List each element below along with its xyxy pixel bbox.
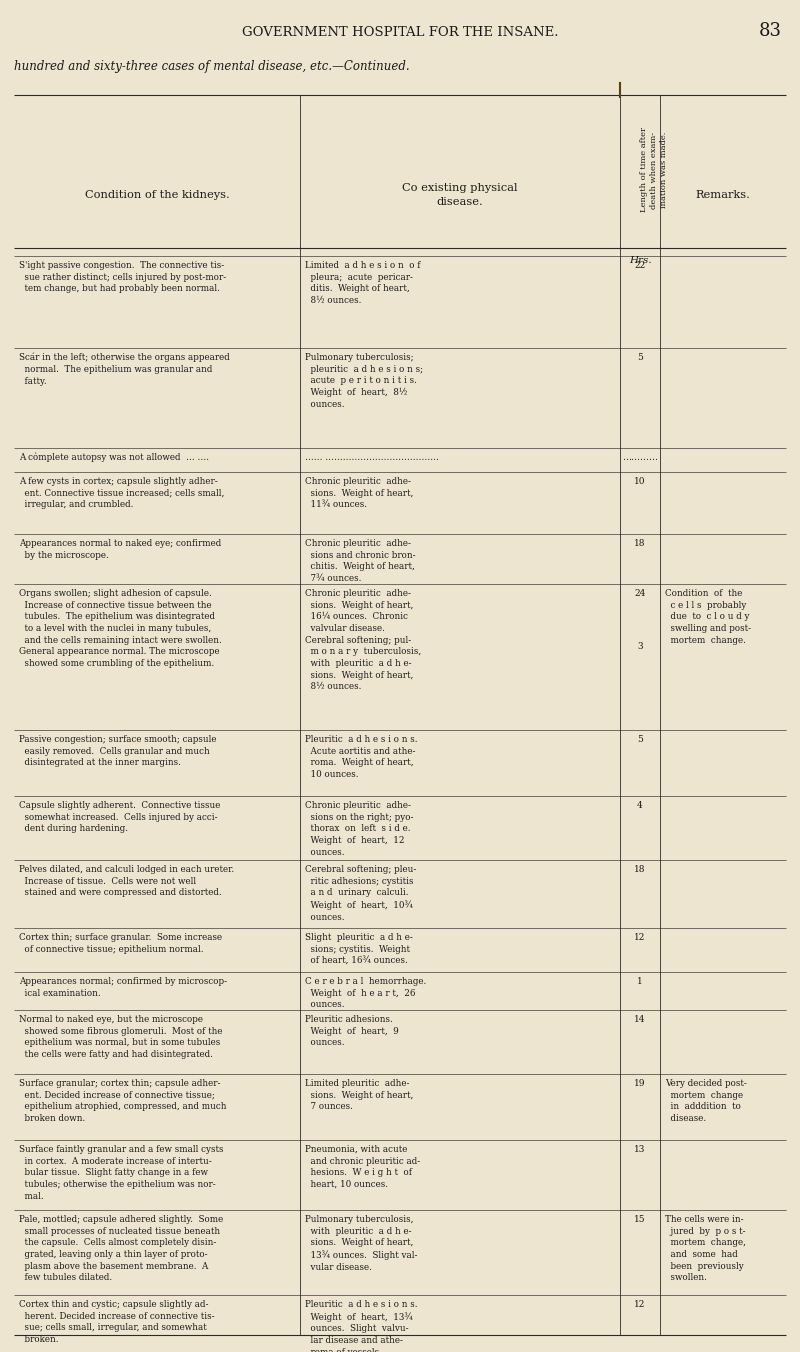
Text: A còmplete autopsy was not allowed  … ….: A còmplete autopsy was not allowed … …. [19, 453, 209, 462]
Text: hundred and sixty-three cases of mental disease, etc.—Continued.: hundred and sixty-three cases of mental … [14, 59, 410, 73]
Text: 13: 13 [634, 1145, 646, 1155]
Text: Pleuritic  a d h e s i o n s.
  Acute aortitis and athe-
  roma.  Weight of hear: Pleuritic a d h e s i o n s. Acute aorti… [305, 735, 418, 779]
Text: 19: 19 [634, 1079, 646, 1088]
Text: 15: 15 [634, 1215, 646, 1224]
Text: Chronic pleuritic  adhe-
  sions.  Weight of heart,
  16¼ ounces.  Chronic
  val: Chronic pleuritic adhe- sions. Weight of… [305, 589, 422, 691]
Text: Appearances normal to naked eye; confirmed
  by the microscope.: Appearances normal to naked eye; confirm… [19, 539, 222, 560]
Text: GOVERNMENT HOSPITAL FOR THE INSANE.: GOVERNMENT HOSPITAL FOR THE INSANE. [242, 26, 558, 39]
Text: Organs swollen; slight adhesion of capsule.
  Increase of connective tissue betw: Organs swollen; slight adhesion of capsu… [19, 589, 222, 668]
Text: Pneumonia, with acute
  and chronic pleuritic ad-
  hesions.  W e i g h t  of
  : Pneumonia, with acute and chronic pleuri… [305, 1145, 420, 1188]
Text: Passive congestion; surface smooth; capsule
  easily removed.  Cells granular an: Passive congestion; surface smooth; caps… [19, 735, 217, 768]
Text: S'ight passive congestion.  The connective tis-
  sue rather distinct; cells inj: S'ight passive congestion. The connectiv… [19, 261, 226, 293]
Text: 12: 12 [634, 1301, 646, 1309]
Text: 24



3: 24 3 [634, 589, 646, 650]
Text: Cortex thin and cystic; capsule slightly ad-
  herent. Decided increase of conne: Cortex thin and cystic; capsule slightly… [19, 1301, 214, 1344]
Text: …………: ………… [622, 453, 658, 462]
Text: Hrs.: Hrs. [629, 256, 651, 265]
Text: Pleuritic adhesions.
  Weight  of  heart,  9
  ounces.: Pleuritic adhesions. Weight of heart, 9 … [305, 1015, 398, 1048]
Text: The cells were in-
  jured  by  p o s t-
  mortem  change,
  and  some  had
  be: The cells were in- jured by p o s t- mor… [665, 1215, 746, 1282]
Text: Very decided post-
  mortem  change
  in  adddition  to
  disease.: Very decided post- mortem change in addd… [665, 1079, 747, 1124]
Text: …… …………………………………: …… ………………………………… [305, 453, 439, 462]
Text: Surface faintly granular and a few small cysts
  in cortex.  A moderate increase: Surface faintly granular and a few small… [19, 1145, 223, 1201]
Text: Limited pleuritic  adhe-
  sions.  Weight of heart,
  7 ounces.: Limited pleuritic adhe- sions. Weight of… [305, 1079, 414, 1111]
Text: Cortex thin; surface granular.  Some increase
  of connective tissue; epithelium: Cortex thin; surface granular. Some incr… [19, 933, 222, 953]
Text: 14: 14 [634, 1015, 646, 1023]
Text: Condition  of  the
  c e l l s  probably
  due  to  c l o u d y
  swelling and p: Condition of the c e l l s probably due … [665, 589, 751, 645]
Text: Slight  pleuritic  a d h e-
  sions; cystitis.  Weight
  of heart, 16¾ ounces.: Slight pleuritic a d h e- sions; cystiti… [305, 933, 413, 965]
Text: Condition of the kidneys.: Condition of the kidneys. [85, 191, 230, 200]
Text: Co existing physical
disease.: Co existing physical disease. [402, 183, 518, 207]
Text: A few cysts in cortex; capsule slightly adher-
  ent. Connective tissue increase: A few cysts in cortex; capsule slightly … [19, 477, 224, 510]
Text: 4: 4 [637, 800, 643, 810]
Text: 22: 22 [634, 261, 646, 270]
Text: Pulmonary tuberculosis,
  with  pleuritic  a d h e-
  sions.  Weight of heart,
 : Pulmonary tuberculosis, with pleuritic a… [305, 1215, 418, 1272]
Text: Normal to naked eye, but the microscope
  showed some fibrous glomeruli.  Most o: Normal to naked eye, but the microscope … [19, 1015, 222, 1059]
Text: Limited  a d h e s i o n  o f
  pleura;  acute  pericar-
  ditis.  Weight of hea: Limited a d h e s i o n o f pleura; acut… [305, 261, 421, 306]
Text: Chronic pleuritic  adhe-
  sions.  Weight of heart,
  11¾ ounces.: Chronic pleuritic adhe- sions. Weight of… [305, 477, 414, 510]
Text: Remarks.: Remarks. [695, 191, 750, 200]
Text: 83: 83 [759, 22, 782, 41]
Text: 18: 18 [634, 539, 646, 548]
Text: 10: 10 [634, 477, 646, 485]
Text: 5: 5 [637, 735, 643, 744]
Text: Appearances normal; confirmed by microscop-
  ical examination.: Appearances normal; confirmed by microsc… [19, 977, 227, 998]
Text: C e r e b r a l  hemorrhage.
  Weight  of  h e a r t,  26
  ounces.: C e r e b r a l hemorrhage. Weight of h … [305, 977, 426, 1010]
Text: 12: 12 [634, 933, 646, 942]
Text: Pulmonary tuberculosis;
  pleuritic  a d h e s i o n s;
  acute  p e r i t o n i: Pulmonary tuberculosis; pleuritic a d h … [305, 353, 423, 410]
Text: Cerebral softening; pleu-
  ritic adhesions; cystitis
  a n d  urinary  calculi.: Cerebral softening; pleu- ritic adhesion… [305, 865, 416, 922]
Text: Chronic pleuritic  adhe-
  sions and chronic bron-
  chitis.  Weight of heart,
 : Chronic pleuritic adhe- sions and chroni… [305, 539, 416, 583]
Text: Pelves dilated, and calculi lodged in each ureter.
  Increase of tissue.  Cells : Pelves dilated, and calculi lodged in ea… [19, 865, 234, 898]
Text: Scár in the left; otherwise the organs appeared
  normal.  The epithelium was g: Scár in the left; otherwise the organs … [19, 353, 230, 385]
Text: Capsule slightly adherent.  Connective tissue
  somewhat increased.  Cells injur: Capsule slightly adherent. Connective ti… [19, 800, 220, 833]
Text: 18: 18 [634, 865, 646, 873]
Text: Length of time after
death when exam-
ination was made.: Length of time after death when exam- in… [640, 127, 667, 212]
Text: Pale, mottled; capsule adhered slightly.  Some
  small processes of nucleated ti: Pale, mottled; capsule adhered slightly.… [19, 1215, 223, 1282]
Text: 1: 1 [637, 977, 643, 986]
Text: Surface granular; cortex thin; capsule adher-
  ent. Decided increase of connect: Surface granular; cortex thin; capsule a… [19, 1079, 226, 1124]
Text: Chronic pleuritic  adhe-
  sions on the right; pyo-
  thorax  on  left  s i d e.: Chronic pleuritic adhe- sions on the rig… [305, 800, 414, 857]
Text: Pleuritic  a d h e s i o n s.
  Weight  of  heart,  13¾
  ounces.  Slight  valvu: Pleuritic a d h e s i o n s. Weight of h… [305, 1301, 418, 1352]
Text: 5: 5 [637, 353, 643, 362]
